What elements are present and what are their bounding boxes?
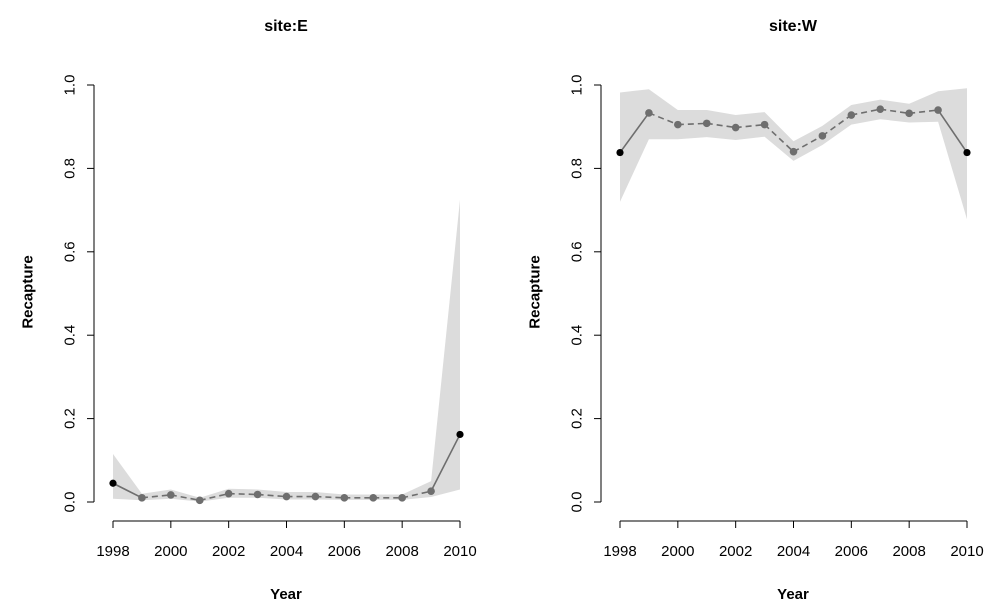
y-tick-label: 0.0 xyxy=(62,492,79,513)
x-tick-label: 2008 xyxy=(385,543,418,560)
data-point xyxy=(818,132,827,140)
series-line-segment xyxy=(735,123,765,129)
data-point xyxy=(369,494,378,502)
data-point xyxy=(789,147,798,156)
data-point xyxy=(398,494,406,502)
y-tick-label: 0.6 xyxy=(569,241,586,262)
data-point xyxy=(138,494,146,502)
panel-site-w: 1998 2000 2002 2004 2006 2008 2010 0.0 0.2 0.4 0.6… xyxy=(527,18,984,603)
series-line-segment xyxy=(141,494,171,499)
x-axis-label: Year xyxy=(270,586,302,603)
x-axis-label: Year xyxy=(777,586,809,603)
x-tick-label: 2010 xyxy=(950,543,983,560)
data-point xyxy=(253,490,262,499)
y-axis-label: Recapture xyxy=(20,255,37,328)
y-tick-label: 0.0 xyxy=(569,492,586,513)
data-point xyxy=(905,109,913,118)
panel-site-e: 1998 2000 2002 2004 2006 2008 2010 0.0 0.2 0.4 0.6… xyxy=(20,18,477,603)
data-point xyxy=(427,487,435,495)
series-line-segment xyxy=(677,122,707,126)
data-point xyxy=(702,119,711,128)
series-line-segment xyxy=(821,114,852,137)
y-tick-label: 0.6 xyxy=(62,241,79,262)
data-point xyxy=(760,120,769,129)
data-point xyxy=(934,106,942,114)
x-tick-label: 2010 xyxy=(443,543,476,560)
data-point-end xyxy=(963,148,971,157)
x-tick-label: 1998 xyxy=(603,543,636,560)
y-axis-label: Recapture xyxy=(527,255,544,328)
data-point xyxy=(674,120,682,129)
series-line-segment xyxy=(706,122,736,129)
series-line-segment xyxy=(793,135,823,153)
x-tick-label: 2000 xyxy=(661,543,694,560)
series-line-segment xyxy=(880,108,910,115)
data-point xyxy=(282,492,291,501)
y-tick-label: 1.0 xyxy=(569,75,586,96)
x-tick-label: 2004 xyxy=(777,543,810,560)
series-line-segment xyxy=(619,112,650,154)
y-tick-label: 0.8 xyxy=(569,158,586,179)
chart-title: site:E xyxy=(264,18,308,35)
data-point-end xyxy=(456,430,464,439)
y-tick-label: 1.0 xyxy=(62,75,79,96)
data-point xyxy=(731,123,740,132)
series-line-segment xyxy=(648,112,679,126)
data-point xyxy=(340,494,349,502)
x-tick-label: 2004 xyxy=(270,543,303,560)
data-point-end xyxy=(616,148,624,157)
series-line-segment xyxy=(228,492,258,496)
series-line-segment xyxy=(315,495,345,499)
y-tick-label: 0.2 xyxy=(62,408,79,429)
y-tick-label: 0.4 xyxy=(569,325,586,346)
data-point xyxy=(847,111,856,119)
x-tick-label: 2006 xyxy=(328,543,361,560)
data-point xyxy=(311,492,320,501)
series-line-segment xyxy=(170,494,200,502)
series-line-segment xyxy=(257,493,287,498)
x-tick-label: 2000 xyxy=(154,543,187,560)
x-tick-label: 2002 xyxy=(212,543,245,560)
x-tick-label: 2008 xyxy=(892,543,925,560)
confidence-band xyxy=(113,199,460,502)
data-point xyxy=(167,491,175,499)
x-tick-label: 1998 xyxy=(96,543,129,560)
x-tick-label: 2006 xyxy=(835,543,868,560)
series-line-segment xyxy=(909,109,939,115)
y-tick-label: 0.8 xyxy=(62,158,79,179)
y-tick-label: 0.2 xyxy=(569,408,586,429)
data-point xyxy=(645,109,653,117)
data-point-end xyxy=(109,479,117,487)
chart-title: site:W xyxy=(769,18,818,35)
series-line-segment xyxy=(112,482,143,499)
series-line-segment xyxy=(764,124,795,153)
y-tick-label: 0.4 xyxy=(62,325,79,346)
x-tick-label: 2002 xyxy=(719,543,752,560)
series-line-segment xyxy=(851,108,881,116)
data-point xyxy=(195,496,204,505)
data-point xyxy=(224,489,233,498)
series-line-segment xyxy=(430,434,461,492)
series-line-segment xyxy=(199,492,229,502)
series-line-segment xyxy=(937,109,968,154)
series-line-segment xyxy=(401,490,432,499)
data-point xyxy=(876,105,885,113)
